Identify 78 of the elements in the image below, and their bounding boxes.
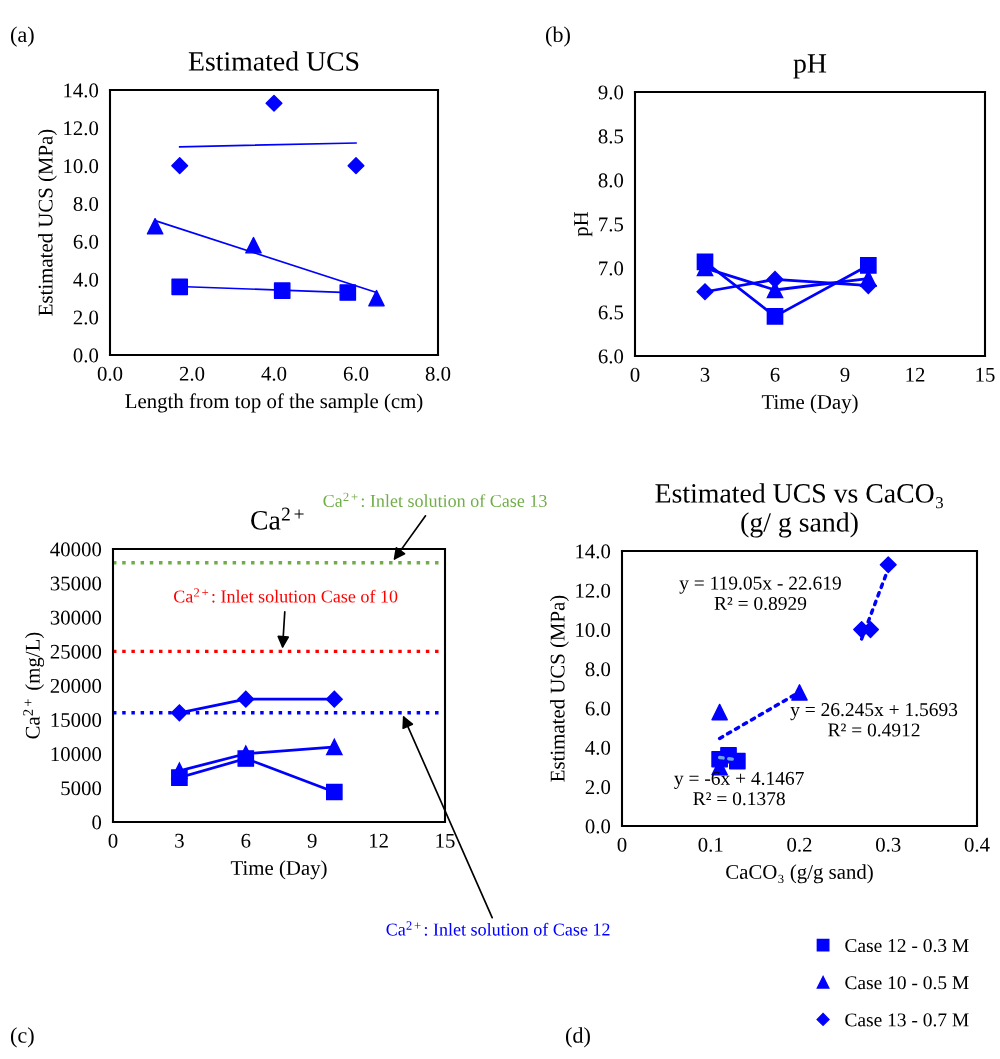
legend-label: Case 10 - 0.5 M bbox=[845, 976, 969, 990]
y-tick-label: 6.0 bbox=[585, 701, 611, 716]
legend-label: Case 12 - 0.3 M bbox=[845, 938, 969, 953]
ref-line-label: Ca$^{2+}$: Inlet solution of Case 13 bbox=[323, 492, 547, 508]
x-tick-label: 4.0 bbox=[261, 366, 287, 381]
x-axis-title: Time (Day) bbox=[230, 860, 327, 880]
ref-line-label: Ca$^{2+}$: Inlet solution of Case 12 bbox=[386, 921, 610, 936]
x-tick-label: 15 bbox=[976, 367, 995, 382]
x-tick-label: 0.0 bbox=[97, 366, 123, 381]
y-tick-label: 4.0 bbox=[585, 740, 611, 755]
chart-title: pH bbox=[793, 54, 827, 79]
legend-label: Case 13 - 0.7 M bbox=[845, 1013, 969, 1027]
x-tick-label: 12 bbox=[906, 367, 925, 382]
x-tick-label: 0 bbox=[108, 833, 118, 848]
y-tick-label: 14.0 bbox=[576, 544, 611, 559]
y-tick-label: 0.0 bbox=[585, 819, 611, 834]
y-tick-label: 8.5 bbox=[598, 129, 624, 144]
y-axis-title: pH bbox=[574, 211, 593, 237]
y-tick-label: 25000 bbox=[50, 644, 102, 659]
y-tick-label: 2.0 bbox=[585, 780, 611, 795]
y-tick-label: 14.0 bbox=[64, 83, 99, 98]
ref-line-label: Ca$^{2+}$: Inlet solution Case of 10 bbox=[173, 588, 398, 603]
x-tick-label: 6.0 bbox=[343, 366, 369, 381]
text: (c) bbox=[10, 1027, 34, 1048]
y-tick-label: 0 bbox=[92, 815, 102, 830]
y-tick-label: 6.0 bbox=[598, 349, 624, 364]
x-tick-label: 0.1 bbox=[698, 837, 723, 852]
x-tick-label: 9 bbox=[307, 833, 317, 848]
x-tick-label: 3 bbox=[175, 833, 184, 848]
x-axis-title: CaCO₃ (g/g sand) bbox=[726, 864, 873, 884]
y-tick-label: 35000 bbox=[50, 576, 102, 591]
x-tick-label: 0.2 bbox=[787, 837, 812, 852]
text: (b) bbox=[545, 26, 570, 47]
y-tick-label: 5000 bbox=[61, 781, 102, 796]
annotation: y = 119.05x - 22.619 R² = 0.8929 bbox=[679, 576, 841, 611]
x-tick-label: 2.0 bbox=[179, 366, 205, 381]
x-tick-label: 0 bbox=[630, 367, 640, 382]
y-tick-label: 15000 bbox=[51, 713, 102, 728]
annotation: y = -6x + 4.1467 R² = 0.1378 bbox=[674, 771, 804, 806]
y-tick-label: 30000 bbox=[50, 610, 102, 625]
chart-title: Estimated UCS vs CaCO₃ (g/ g sand) bbox=[655, 483, 943, 538]
y-tick-label: 20000 bbox=[50, 678, 102, 693]
y-tick-label: 6.0 bbox=[73, 234, 99, 249]
y-tick-label: 2.0 bbox=[73, 310, 99, 325]
y-tick-label: 8.0 bbox=[585, 662, 611, 677]
y-tick-label: 8.0 bbox=[598, 173, 624, 188]
chart-title: Ca$^{2+}$ bbox=[251, 507, 304, 530]
y-axis-title: Ca$^{2+}$ (mg/L) bbox=[23, 632, 45, 739]
x-tick-label: 12 bbox=[370, 833, 388, 848]
text: (d) bbox=[565, 1027, 590, 1048]
x-axis-title: Length from top of the sample (cm) bbox=[125, 393, 423, 413]
y-tick-label: 10.0 bbox=[64, 159, 99, 174]
y-tick-label: 12.0 bbox=[64, 121, 99, 136]
x-tick-label: 6 bbox=[241, 833, 251, 848]
y-tick-label: 4.0 bbox=[73, 272, 99, 287]
y-tick-label: 10000 bbox=[51, 747, 102, 762]
x-tick-label: 15 bbox=[436, 833, 455, 848]
x-axis-title: Time (Day) bbox=[761, 394, 858, 414]
chart-title: Estimated UCS bbox=[188, 51, 359, 71]
y-tick-label: 7.0 bbox=[599, 261, 624, 276]
x-tick-label: 3 bbox=[700, 367, 710, 382]
text: (a) bbox=[10, 26, 34, 47]
y-tick-label: 8.0 bbox=[73, 196, 99, 212]
x-tick-label: 0.3 bbox=[876, 837, 901, 852]
y-tick-label: 0.0 bbox=[73, 348, 99, 363]
x-tick-label: 6 bbox=[770, 367, 780, 382]
y-tick-label: 12.0 bbox=[576, 583, 611, 598]
y-axis-title: Estimated UCS (MPa) bbox=[549, 595, 569, 782]
y-tick-label: 7.5 bbox=[599, 217, 624, 232]
y-tick-label: 9.0 bbox=[598, 85, 624, 100]
y-tick-label: 40000 bbox=[50, 542, 102, 557]
x-tick-label: 9 bbox=[840, 367, 850, 382]
y-tick-label: 10.0 bbox=[576, 622, 611, 638]
x-tick-label: 8.0 bbox=[425, 366, 451, 381]
y-tick-label: 6.5 bbox=[598, 305, 624, 320]
x-tick-label: 0.4 bbox=[964, 837, 990, 852]
y-axis-title: Estimated UCS (MPa) bbox=[37, 129, 57, 316]
annotation: y = 26.245x + 1.5693 R² = 0.4912 bbox=[790, 703, 958, 737]
